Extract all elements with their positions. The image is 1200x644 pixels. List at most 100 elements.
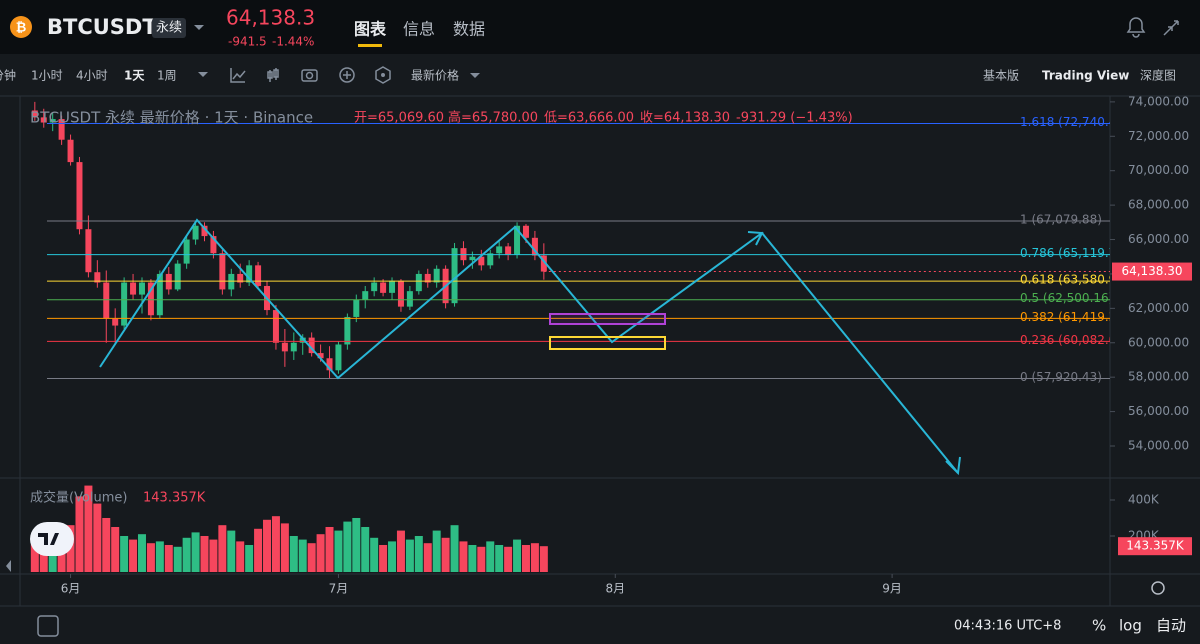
volume-bar — [137, 534, 146, 572]
log-toggle[interactable]: log — [1119, 617, 1142, 635]
interval[interactable]: 1周 — [157, 69, 177, 83]
add-icon[interactable] — [339, 67, 355, 83]
axes: 74,000.00 72,000.00 70,000.00 68,000.00 66,0… — [47, 94, 1192, 596]
candle-body — [281, 342, 288, 352]
candle-body — [121, 282, 128, 326]
y-tick-label: 62,000.00 — [1128, 301, 1189, 315]
camera-lens — [305, 71, 314, 80]
interval[interactable]: 1小时 — [31, 69, 63, 83]
candle-body — [326, 358, 333, 371]
tab[interactable]: 信息 — [403, 20, 435, 39]
volume-bar — [486, 541, 495, 572]
percent-toggle[interactable]: % — [1092, 617, 1106, 635]
legend-open: 开=65,069.60 — [354, 111, 444, 126]
dropdown-icon[interactable] — [470, 73, 480, 78]
fib-label: 1 (67,079.88) — [1020, 212, 1102, 226]
view-option[interactable]: 深度图 — [1140, 68, 1176, 83]
settings-icon[interactable] — [1151, 581, 1165, 595]
candle-icon[interactable] — [267, 68, 279, 82]
tab[interactable]: 图表 — [354, 20, 387, 39]
candle-body — [58, 119, 65, 140]
bell-icon[interactable] — [1126, 17, 1146, 38]
dropdown-icon[interactable] — [198, 72, 208, 77]
fib-label: 0 (57,920.43) — [1020, 370, 1102, 384]
volume-bar — [343, 521, 352, 572]
chart-title: BTCUSDT 永续 最新价格 · 1天 · Binance — [30, 109, 313, 127]
volume-bar — [432, 530, 441, 572]
price-pane — [31, 101, 547, 379]
volume-bar — [316, 534, 325, 572]
add-icon-cross — [343, 71, 351, 79]
indicator-icon[interactable] — [230, 68, 246, 83]
volume-bar — [200, 535, 209, 572]
volume-bar — [227, 530, 236, 572]
view-option[interactable]: Trading View — [1042, 69, 1129, 83]
projection-arrowheads — [747, 231, 961, 476]
camera-icon[interactable] — [301, 69, 318, 82]
candle-body — [460, 248, 467, 261]
fib-label: 0.236 (60,082.06) — [1020, 333, 1129, 347]
symbol[interactable]: BTCUSDT — [47, 15, 157, 39]
candle-body — [299, 337, 306, 343]
candle-body — [371, 282, 378, 292]
settings-icon[interactable] — [375, 66, 391, 84]
volume-bar — [423, 543, 432, 572]
candle-body — [210, 236, 217, 254]
interval[interactable]: 1天 — [124, 69, 145, 83]
price-change-pct: -1.44% — [272, 35, 314, 49]
volume-bar — [468, 544, 477, 572]
volume-bar — [441, 537, 450, 572]
tab[interactable]: 数据 — [453, 20, 485, 39]
calendar-icon[interactable] — [37, 615, 59, 637]
candle-body — [246, 265, 253, 283]
auto-toggle[interactable]: 自动 — [1156, 617, 1186, 635]
volume-last: 143.357K — [143, 491, 206, 506]
candle-body — [397, 280, 404, 307]
candle-body — [201, 225, 208, 237]
price-type[interactable]: 最新价格 — [411, 68, 459, 83]
coin-icon-glyph: ₿ — [16, 21, 27, 36]
fib-label: 0.5 (62,500.16) — [1020, 291, 1113, 305]
candle-body — [138, 282, 145, 295]
volume-bar — [102, 517, 111, 572]
toolbar-bar — [0, 54, 1200, 96]
candle-body — [192, 225, 199, 240]
contract: 永续 — [156, 21, 182, 36]
volume-bar — [388, 541, 397, 572]
y-tick-label: 54,000.00 — [1128, 438, 1189, 452]
candle-body — [424, 273, 431, 283]
candle-body — [165, 273, 172, 290]
volume-bar — [173, 546, 182, 572]
interval[interactable]: 4小时 — [76, 69, 108, 83]
tv-logo-glyph — [38, 533, 59, 545]
dropdown-icon[interactable] — [194, 25, 204, 30]
y-tick-label: 66,000.00 — [1128, 232, 1189, 246]
candle-body — [380, 282, 387, 293]
fib-label: 0.786 (65,119.76) — [1020, 246, 1129, 260]
candle-body — [219, 253, 226, 290]
candle-body — [130, 282, 137, 295]
candle-body — [290, 342, 297, 352]
fib-label: 0.618 (63,580.97) — [1020, 273, 1129, 287]
volume-bar — [405, 539, 414, 572]
legend-close: 收=64,138.30 — [640, 111, 730, 126]
clock: 04:43:16 UTC+8 — [954, 619, 1061, 634]
scroll-arrow[interactable] — [6, 560, 11, 572]
view-option[interactable]: 基本版 — [983, 69, 1019, 83]
candle-body — [344, 316, 351, 345]
candle-body — [317, 353, 324, 359]
candle-body — [49, 119, 56, 123]
candle-body — [335, 344, 342, 371]
expand-icon[interactable] — [1163, 20, 1179, 36]
candle-body — [389, 280, 396, 293]
volume-bar — [495, 544, 504, 572]
fib-label: 0.382 (61,419.34) — [1020, 310, 1129, 324]
candle-body — [103, 282, 110, 319]
volume-title: 成交量(Volume) — [30, 490, 128, 506]
candle-body — [505, 246, 512, 256]
candle-body — [531, 237, 538, 256]
interval[interactable]: 分钟 — [0, 68, 16, 83]
candle-body — [94, 272, 101, 283]
